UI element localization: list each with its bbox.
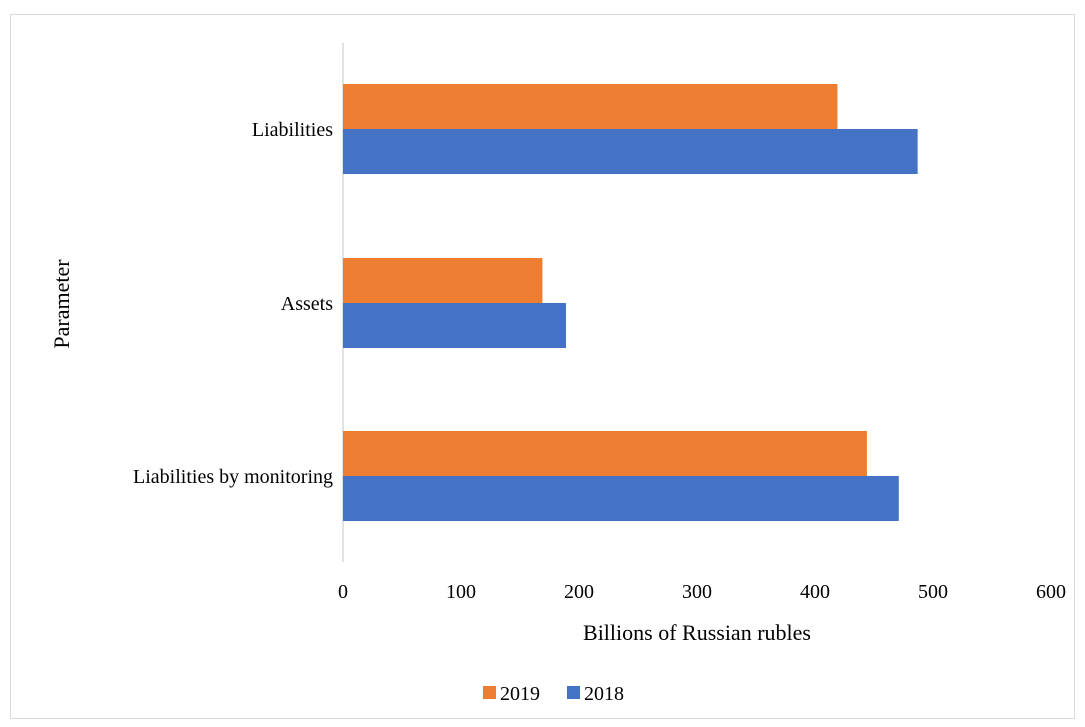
x-tick-labels-group: 0 100 200 300 400 500 600 bbox=[338, 581, 1066, 603]
legend: 2019 2018 bbox=[483, 683, 624, 705]
category-labels-group: Liabilities Assets Liabilities by monitori… bbox=[133, 119, 333, 488]
bar-2018-liabilities bbox=[343, 129, 918, 174]
category-label: Assets bbox=[281, 293, 333, 315]
bar-2018-liabilities-by-monitoring bbox=[343, 476, 899, 521]
bar-2019-liabilities bbox=[343, 84, 838, 129]
bar-2019-liabilities-by-monitoring bbox=[343, 431, 867, 476]
x-axis-title: Billions of Russian rubles bbox=[583, 620, 811, 645]
legend-swatch-2018 bbox=[567, 686, 580, 699]
x-tick-label: 300 bbox=[682, 581, 712, 603]
x-tick-label: 200 bbox=[564, 581, 594, 603]
bars-group bbox=[343, 84, 918, 521]
legend-label-2019: 2019 bbox=[500, 683, 540, 705]
x-tick-label: 500 bbox=[918, 581, 948, 603]
bar-2018-assets bbox=[343, 303, 567, 348]
bar-2019-assets bbox=[343, 258, 543, 303]
legend-swatch-2019 bbox=[483, 686, 496, 699]
y-axis-title: Parameter bbox=[49, 259, 74, 349]
legend-label-2018: 2018 bbox=[584, 683, 624, 705]
category-label: Liabilities bbox=[252, 119, 333, 141]
x-tick-label: 100 bbox=[446, 581, 476, 603]
x-tick-label: 600 bbox=[1036, 581, 1066, 603]
category-label: Liabilities by monitoring bbox=[133, 466, 333, 488]
x-tick-label: 0 bbox=[338, 581, 348, 603]
x-tick-label: 400 bbox=[800, 581, 830, 603]
